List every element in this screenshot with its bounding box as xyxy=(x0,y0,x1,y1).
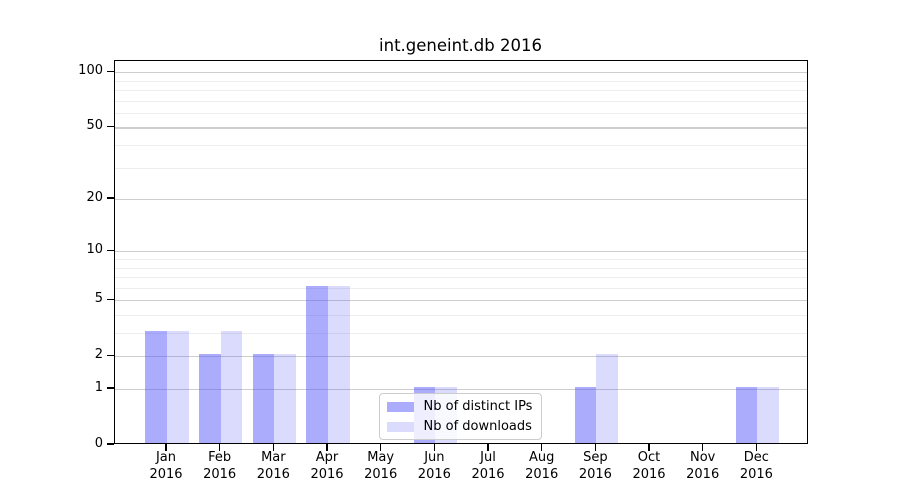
x-tick-label-oct: Oct 2016 xyxy=(632,450,666,482)
legend-label-distinct-ips: Nb of distinct IPs xyxy=(423,399,533,414)
gridline-minor xyxy=(114,90,807,91)
y-tick-mark xyxy=(106,387,114,389)
x-tick-mark xyxy=(648,444,650,451)
bar-distinct-ips-apr xyxy=(306,285,328,443)
gridline-minor xyxy=(114,277,807,279)
x-tick-label-jun: Jun 2016 xyxy=(417,450,451,482)
x-tick-label-apr: Apr 2016 xyxy=(310,450,344,482)
y-tick-label-100: 100 xyxy=(78,63,103,79)
bar-downloads-mar xyxy=(274,354,297,443)
y-tick-mark xyxy=(106,354,114,356)
gridline-minor xyxy=(114,167,807,169)
y-tick-label-20: 20 xyxy=(86,190,103,206)
x-tick-label-feb: Feb 2016 xyxy=(203,450,237,482)
gridline-minor xyxy=(114,100,807,102)
x-tick-label-aug: Aug 2016 xyxy=(525,450,559,482)
gridline-minor xyxy=(114,287,807,289)
bar-downloads-dec xyxy=(757,387,780,443)
bar-downloads-jan xyxy=(167,331,189,443)
gridline-major xyxy=(114,356,807,358)
x-tick-mark xyxy=(487,444,489,451)
gridline-minor xyxy=(114,258,807,260)
gridline-major xyxy=(114,127,807,129)
y-tick-mark xyxy=(106,298,114,300)
bar-downloads-apr xyxy=(328,285,350,443)
x-tick-label-nov: Nov 2016 xyxy=(686,450,720,482)
bar-distinct-ips-sep xyxy=(574,387,597,443)
plot-area: Nb of distinct IPs Nb of downloads xyxy=(113,60,808,444)
x-tick-mark xyxy=(326,444,328,451)
y-tick-mark xyxy=(106,125,114,128)
y-tick-mark xyxy=(106,70,114,72)
x-tick-mark xyxy=(272,444,274,451)
x-tick-label-sep: Sep 2016 xyxy=(578,450,612,482)
legend-label-downloads: Nb of downloads xyxy=(423,419,532,434)
x-tick-label-dec: Dec 2016 xyxy=(739,450,773,482)
x-tick-mark xyxy=(755,444,758,451)
gridline-major xyxy=(114,72,807,74)
x-tick-mark xyxy=(541,444,543,451)
x-tick-mark xyxy=(380,444,382,451)
legend: Nb of distinct IPs Nb of downloads xyxy=(378,393,543,440)
bar-downloads-sep xyxy=(596,354,619,443)
legend-swatch-distinct-ips xyxy=(386,401,414,412)
bar-downloads-feb xyxy=(220,331,243,443)
x-tick-mark xyxy=(219,444,221,451)
bar-distinct-ips-jan xyxy=(145,331,167,443)
x-tick-label-may: May 2016 xyxy=(364,450,398,482)
y-tick-label-5: 5 xyxy=(94,291,103,307)
x-tick-label-mar: Mar 2016 xyxy=(256,450,290,482)
gridline-major xyxy=(114,389,807,391)
gridline-minor xyxy=(114,80,807,82)
y-tick-label-0: 0 xyxy=(94,436,103,451)
bar-distinct-ips-dec xyxy=(735,387,758,443)
y-tick-label-50: 50 xyxy=(86,118,103,134)
y-tick-label-10: 10 xyxy=(86,242,103,258)
gridline-major xyxy=(114,199,807,201)
y-tick-label-2: 2 xyxy=(94,347,103,363)
gridline-minor xyxy=(114,333,807,334)
y-tick-mark xyxy=(106,197,114,199)
x-tick-mark xyxy=(433,444,435,451)
x-tick-mark xyxy=(702,444,704,451)
y-tick-label-1: 1 xyxy=(94,380,103,395)
chart-title: int.geneint.db 2016 xyxy=(379,36,542,55)
gridline-major xyxy=(114,251,807,253)
x-tick-label-jul: Jul 2016 xyxy=(471,450,505,482)
legend-swatch-downloads xyxy=(386,421,414,432)
gridline-minor xyxy=(114,112,807,114)
bar-distinct-ips-mar xyxy=(252,354,275,443)
x-tick-mark xyxy=(594,444,596,451)
gridline-minor xyxy=(114,145,807,146)
y-tick-mark xyxy=(106,443,114,445)
legend-item-downloads: Nb of downloads xyxy=(386,419,533,434)
gridline-major xyxy=(114,300,807,302)
legend-item-distinct-ips: Nb of distinct IPs xyxy=(386,399,533,414)
x-tick-label-jan: Jan 2016 xyxy=(149,450,183,482)
x-tick-mark xyxy=(165,444,167,451)
gridline-minor xyxy=(114,267,807,269)
bar-distinct-ips-feb xyxy=(198,354,221,443)
y-tick-mark xyxy=(106,249,114,251)
gridline-minor xyxy=(114,314,807,316)
